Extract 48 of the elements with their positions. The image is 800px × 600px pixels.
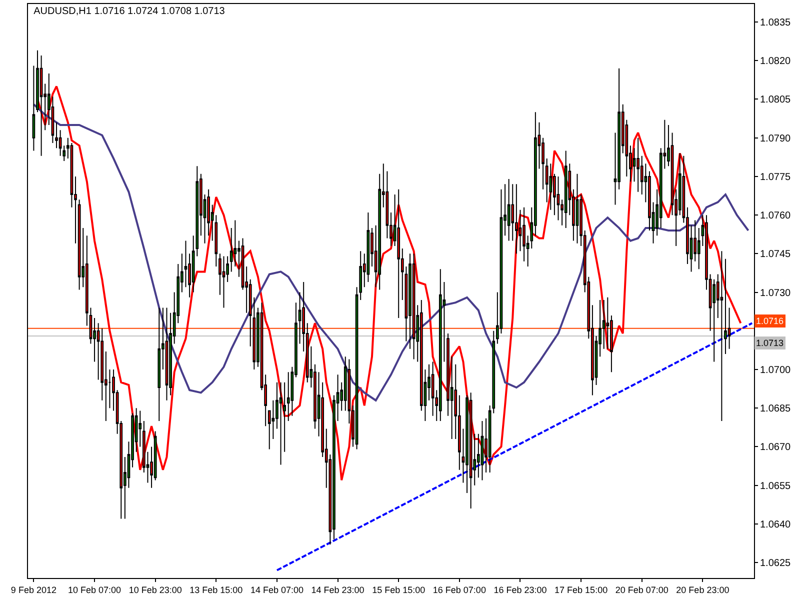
- y-tick-label: 1.0700: [760, 365, 792, 376]
- candlestick: [724, 258, 727, 355]
- x-tick-label: 14 Feb 23:00: [311, 584, 364, 595]
- y-tick-label: 1.0835: [760, 18, 792, 29]
- x-tick-label: 16 Feb 07:00: [432, 584, 486, 595]
- x-tick-label: 14 Feb 07:00: [250, 584, 304, 595]
- y-tick-label: 1.0655: [760, 480, 792, 492]
- x-tick-label: 9 Feb 2012: [10, 584, 56, 595]
- candlestick: [712, 278, 716, 362]
- candlestick: [564, 150, 568, 228]
- y-tick-label: 1.0775: [760, 172, 792, 183]
- ref-line-label: 1.0713: [756, 338, 784, 348]
- y-tick-label: 1.0805: [760, 94, 792, 106]
- y-tick-label: 1.0760: [760, 210, 792, 222]
- x-tick-label: 20 Feb 07:00: [615, 584, 668, 595]
- candlestick: [480, 420, 484, 481]
- candlestick: [78, 199, 81, 290]
- x-tick-label: 10 Feb 23:00: [128, 584, 182, 595]
- x-tick-label: 20 Feb 23:00: [676, 584, 730, 595]
- candlestick: [507, 178, 510, 242]
- x-tick-label: 15 Feb 15:00: [372, 584, 426, 595]
- candlestick: [32, 65, 36, 152]
- x-tick-label: 13 Feb 15:00: [190, 584, 243, 595]
- candlestick: [438, 268, 442, 422]
- candlestick: [158, 307, 161, 422]
- candlestick: [636, 137, 640, 192]
- candlestick: [720, 250, 724, 422]
- y-tick-label: 1.0790: [760, 133, 792, 144]
- y-tick-label: 1.0670: [760, 442, 792, 454]
- ref-line-label: 1.0716: [756, 316, 784, 326]
- candlestick: [222, 256, 226, 308]
- candlestick: [576, 173, 579, 244]
- x-tick-label: 10 Feb 07:00: [68, 584, 122, 595]
- y-tick-label: 1.0685: [760, 404, 792, 415]
- candlestick: [515, 184, 518, 254]
- chart-title: AUDUSD,H1 1.0716 1.0724 1.0708 1.0713: [34, 6, 226, 17]
- x-tick-label: 16 Feb 23:00: [494, 584, 547, 595]
- candlestick: [279, 382, 282, 466]
- candlestick: [165, 307, 168, 401]
- y-tick-label: 1.0745: [760, 249, 792, 260]
- y-tick-label: 1.0640: [760, 519, 792, 530]
- candlestick: [412, 253, 416, 360]
- y-tick-label: 1.0730: [760, 288, 792, 299]
- y-tick-label: 1.0820: [760, 56, 792, 68]
- line-series: [32, 103, 750, 402]
- x-tick-label: 17 Feb 15:00: [554, 584, 608, 595]
- y-tick-label: 1.0625: [760, 558, 792, 570]
- candlestick: [397, 188, 400, 319]
